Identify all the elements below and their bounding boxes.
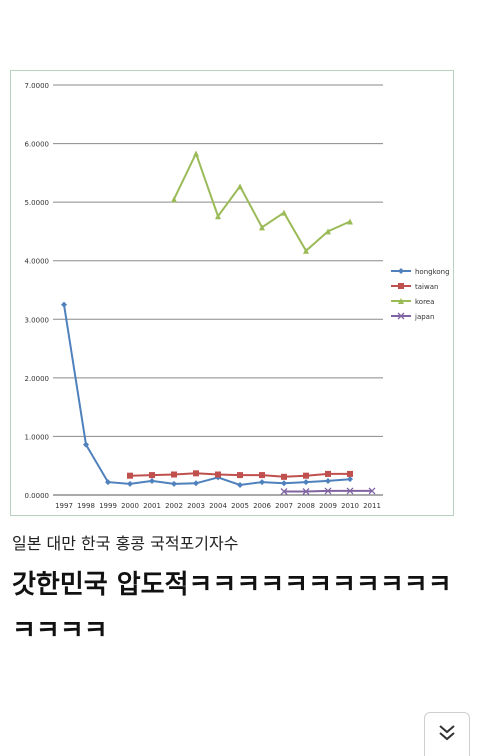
data-point	[325, 470, 331, 477]
x-tick-label: 2004	[209, 502, 227, 510]
data-point	[281, 473, 287, 480]
data-point	[346, 487, 354, 495]
data-point	[259, 479, 265, 486]
legend-label: hongkong	[415, 268, 450, 276]
data-point	[281, 480, 287, 487]
data-point	[83, 441, 89, 448]
data-point	[303, 472, 309, 479]
data-point	[193, 480, 199, 487]
x-tick-label: 2003	[187, 502, 205, 510]
x-tick-label: 1997	[55, 502, 73, 510]
series-line-hongkong	[63, 304, 351, 487]
data-point	[325, 477, 331, 484]
data-point	[171, 471, 177, 478]
data-point	[237, 472, 243, 479]
data-point	[397, 312, 405, 320]
x-tick-label: 1999	[99, 502, 117, 510]
data-point	[237, 482, 243, 489]
x-tick-label: 2006	[253, 502, 271, 510]
data-point	[302, 488, 310, 495]
legend-label: taiwan	[415, 283, 438, 291]
data-point	[61, 301, 67, 308]
x-tick-label: 2009	[319, 502, 337, 510]
x-tick-label: 2002	[165, 502, 183, 510]
x-tick-label: 2007	[275, 502, 293, 510]
data-point	[149, 477, 155, 484]
data-point	[171, 196, 177, 203]
data-point	[347, 476, 353, 483]
x-tick-label: 2008	[297, 502, 315, 510]
data-point	[193, 470, 199, 477]
data-point	[215, 471, 221, 478]
data-point	[368, 487, 376, 495]
data-point	[303, 479, 309, 486]
legend-label: korea	[415, 298, 434, 306]
double-chevron-down-icon	[436, 722, 458, 748]
data-point	[149, 472, 155, 479]
data-point	[347, 470, 353, 477]
x-tick-label: 1998	[77, 502, 95, 510]
y-tick-label: 3.0000	[25, 316, 50, 324]
data-point	[303, 247, 309, 254]
y-tick-label: 0.0000	[25, 492, 50, 500]
y-tick-label: 6.0000	[25, 141, 50, 149]
legend-label: japan	[414, 313, 434, 321]
line-chart: 0.0000 1.0000 2.0000 3.0000 4.0000 5.0000 6.00…	[25, 82, 450, 510]
x-tick-label: 2000	[121, 502, 139, 510]
data-point	[398, 283, 404, 289]
data-point	[281, 209, 287, 216]
y-tick-label: 7.0000	[25, 82, 50, 90]
x-tick-label: 2010	[341, 502, 359, 510]
x-tick-label: 2011	[363, 502, 381, 510]
y-tick-label: 1.0000	[25, 433, 50, 441]
x-tick-label: 2005	[231, 502, 249, 510]
post-caption: 일본 대만 한국 홍콩 국적포기자수	[12, 534, 239, 553]
data-point	[398, 298, 404, 304]
data-point	[324, 487, 332, 495]
data-point	[259, 224, 265, 231]
data-point	[127, 480, 133, 487]
data-point	[215, 213, 221, 220]
y-tick-label: 2.0000	[25, 375, 50, 383]
data-point	[105, 479, 111, 486]
x-tick-label: 2001	[143, 502, 161, 510]
data-point	[127, 472, 133, 479]
y-tick-label: 4.0000	[25, 258, 50, 266]
chart-image: 0.0000 1.0000 2.0000 3.0000 4.0000 5.0000 6.00…	[10, 70, 454, 516]
data-point	[259, 472, 265, 479]
data-point	[193, 150, 199, 157]
data-point	[237, 183, 243, 190]
post-headline: 갓한민국 압도적ㅋㅋㅋㅋㅋㅋㅋㅋㅋㅋㅋㅋㅋㅋㅋ	[12, 570, 452, 646]
data-point	[398, 268, 404, 274]
data-point	[347, 218, 353, 225]
data-point	[325, 228, 331, 235]
y-tick-label: 5.0000	[25, 199, 50, 207]
scroll-down-button[interactable]	[424, 712, 470, 756]
data-point	[280, 488, 288, 495]
data-point	[171, 480, 177, 487]
